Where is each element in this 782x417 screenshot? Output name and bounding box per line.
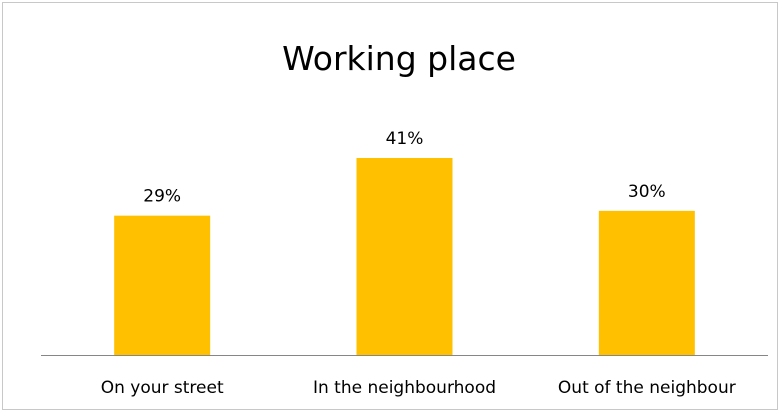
x-tick-label-3: Out of the neighbour: [558, 378, 736, 398]
data-label-1: 29%: [143, 187, 181, 207]
bar-2: [356, 158, 453, 355]
labels-layer: 29% On your street 41% In the neighbourhood…: [101, 129, 736, 398]
bars-layer: [114, 158, 695, 355]
bar-chart: Working place 29% On your street 41% In the…: [41, 39, 768, 398]
data-label-2: 41%: [386, 129, 424, 149]
bar-1: [114, 215, 211, 355]
chart-title: Working place: [282, 39, 516, 78]
chart-frame: Working place 29% On your street 41% In the…: [2, 2, 778, 410]
data-label-3: 30%: [628, 182, 666, 202]
x-tick-label-2: In the neighbourhood: [313, 378, 496, 398]
bar-3: [598, 210, 695, 355]
x-tick-label-1: On your street: [101, 378, 224, 398]
